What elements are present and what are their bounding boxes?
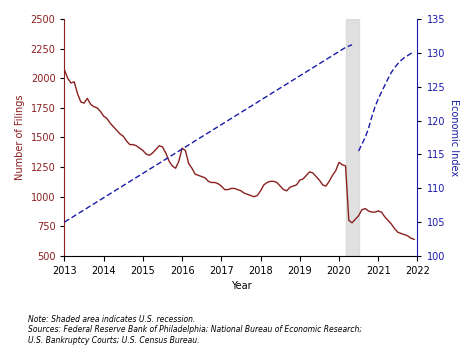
Text: Note: Shaded area indicates U.S. recession.
Sources: Federal Reserve Bank of Phi: Note: Shaded area indicates U.S. recessi… <box>28 315 363 345</box>
Y-axis label: Economic Index: Economic Index <box>449 99 459 176</box>
X-axis label: Year: Year <box>231 281 251 291</box>
Y-axis label: Number of Filings: Number of Filings <box>15 95 25 180</box>
Bar <box>346 19 359 256</box>
